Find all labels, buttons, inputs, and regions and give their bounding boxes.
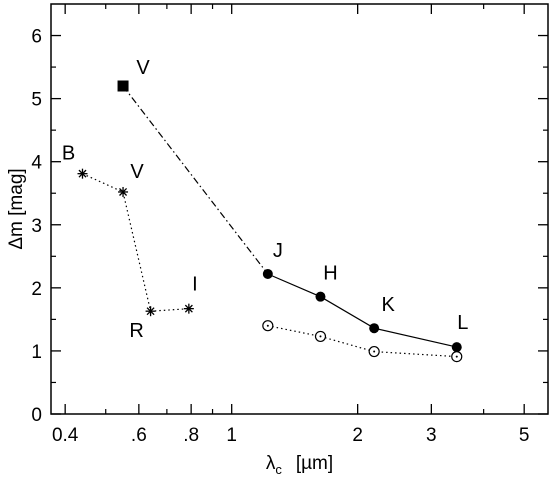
point-label: J xyxy=(273,240,283,262)
point-label: L xyxy=(457,312,468,334)
axis-ticks: 0.4 .6 .8 1 2 3 5 0 1 2 3 4 5 6 xyxy=(31,4,548,446)
open-circle-dot xyxy=(319,335,322,338)
point-label: R xyxy=(129,320,143,342)
open-circle-dot xyxy=(373,350,376,353)
open-circle-point xyxy=(451,351,463,363)
square-point xyxy=(117,80,129,92)
asterisk-point xyxy=(145,306,156,317)
point-label: I xyxy=(192,274,198,296)
filled-circle-point xyxy=(451,342,462,353)
asterisk-point xyxy=(77,168,88,179)
open-circle-point xyxy=(262,320,274,332)
x-tick-label: 0.4 xyxy=(52,425,79,446)
y-axis-label-group: Δm [mag] xyxy=(6,168,27,249)
y-tick-label: 4 xyxy=(31,153,42,174)
y-tick-label: 6 xyxy=(31,27,42,48)
x-axis-label-subscript: c xyxy=(275,462,282,477)
series-line xyxy=(82,173,189,312)
y-tick-label: 0 xyxy=(31,405,42,426)
x-axis-label: λc [µm] xyxy=(266,453,333,477)
asterisk-point xyxy=(183,303,194,314)
x-tick-label: .8 xyxy=(183,425,199,446)
filled-circle-point xyxy=(315,291,326,302)
x-tick-label: 5 xyxy=(519,425,530,446)
asterisk-stroke xyxy=(184,304,193,313)
y-tick-label: 5 xyxy=(31,90,42,111)
x-tick-label: 3 xyxy=(426,425,437,446)
point-label: V xyxy=(130,161,144,183)
y-tick-label: 1 xyxy=(31,342,42,363)
x-tick-label: 1 xyxy=(226,425,237,446)
open-circle-point xyxy=(314,330,327,343)
x-axis-label-symbol: λ xyxy=(266,453,276,474)
open-circle-point xyxy=(368,345,380,358)
connector-line xyxy=(122,85,269,275)
asterisk-stroke xyxy=(146,307,155,316)
x-tick-label: 2 xyxy=(352,425,363,446)
asterisk-point xyxy=(118,186,129,197)
open-circle-dot xyxy=(266,324,269,327)
y-tick-label: 3 xyxy=(31,216,42,237)
plot-frame xyxy=(50,3,549,415)
x-tick-label: .6 xyxy=(131,425,147,446)
point-label: K xyxy=(381,294,395,316)
point-label: B xyxy=(62,143,75,165)
series-line xyxy=(267,325,457,358)
filled-circle-point xyxy=(369,323,380,334)
asterisk-stroke xyxy=(119,187,128,196)
y-axis-label: Δm [mag] xyxy=(6,168,27,249)
point-label: H xyxy=(323,263,337,285)
y-tick-label: 2 xyxy=(31,279,42,300)
point-label: V xyxy=(136,57,150,79)
plot-marks: B V R I V J H K L xyxy=(62,57,468,363)
asterisk-stroke xyxy=(78,169,87,178)
series-line xyxy=(267,273,457,348)
open-circle-dot xyxy=(455,355,458,358)
filled-circle-point xyxy=(262,268,273,279)
x-axis-label-unit: [µm] xyxy=(296,453,333,474)
